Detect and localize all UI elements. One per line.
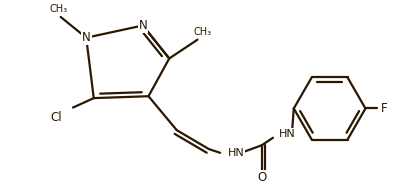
- Text: CH₃: CH₃: [193, 27, 211, 37]
- Text: HN: HN: [228, 148, 245, 158]
- Text: CH₃: CH₃: [50, 4, 68, 14]
- Text: O: O: [257, 171, 266, 183]
- Text: HN: HN: [279, 129, 295, 139]
- Text: N: N: [82, 31, 90, 44]
- Text: N: N: [138, 19, 147, 32]
- Text: Cl: Cl: [50, 111, 62, 124]
- Text: F: F: [381, 102, 387, 115]
